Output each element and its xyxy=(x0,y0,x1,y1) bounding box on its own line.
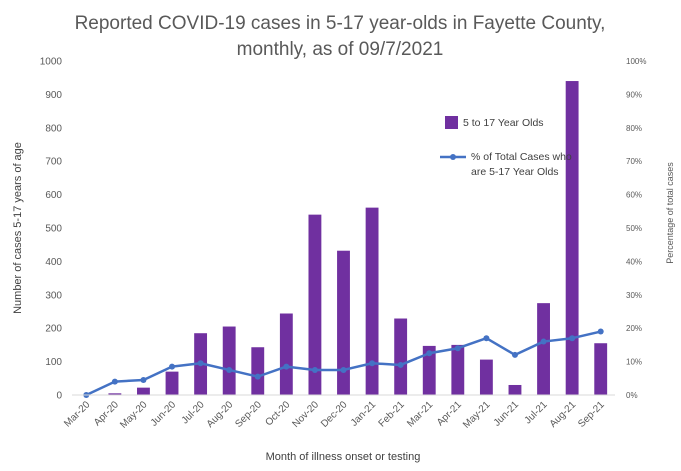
bar-Aug-20 xyxy=(222,326,236,395)
bar-Jan-21 xyxy=(365,207,379,395)
y-tick-label: 900 xyxy=(45,90,62,101)
line-point-Mar-21 xyxy=(426,350,433,357)
line-point-Sep-20 xyxy=(254,373,261,380)
bar-Nov-20 xyxy=(308,214,322,395)
y2-tick-label: 50% xyxy=(626,224,642,233)
bar-Feb-21 xyxy=(394,318,408,395)
y2-tick-label: 80% xyxy=(626,124,642,133)
legend-swatch-bars xyxy=(445,116,458,129)
y2-tick-label: 100% xyxy=(626,57,646,66)
line-point-May-20 xyxy=(140,376,147,383)
y2-axis-label: Percentage of total cases xyxy=(665,162,675,264)
line-point-Dec-20 xyxy=(340,366,347,373)
x-tick-label: Apr-20 xyxy=(92,399,121,428)
y-tick-label: 400 xyxy=(45,257,62,268)
bar-Sep-21 xyxy=(594,343,608,395)
x-tick-label: May-20 xyxy=(118,399,150,431)
y-tick-label: 200 xyxy=(45,324,62,335)
y2-tick-label: 60% xyxy=(626,191,642,200)
line-point-Sep-21 xyxy=(597,328,604,335)
x-tick-label: May-21 xyxy=(461,399,493,431)
chart-title-line-1: Reported COVID-19 cases in 5-17 year-old… xyxy=(75,13,606,34)
y2-tick-label: 0% xyxy=(626,391,638,400)
y-tick-label: 700 xyxy=(45,157,62,168)
x-tick-label: Mar-20 xyxy=(62,399,92,429)
line-point-Feb-21 xyxy=(397,361,404,368)
line-point-Jul-21 xyxy=(540,338,547,345)
line-point-Jul-20 xyxy=(197,360,204,367)
x-tick-label: Oct-20 xyxy=(263,399,292,428)
x-tick-label: Mar-21 xyxy=(405,399,435,429)
bar-Jul-21 xyxy=(537,303,550,395)
y-tick-label: 300 xyxy=(45,290,62,301)
bar-Jun-20 xyxy=(165,371,179,395)
bar-Dec-20 xyxy=(337,250,350,395)
x-tick-label: Jul-20 xyxy=(180,399,207,426)
bar-Oct-20 xyxy=(279,313,293,395)
bar-Mar-21 xyxy=(422,345,436,395)
bar-May-21 xyxy=(479,359,493,395)
y2-tick-label: 30% xyxy=(626,291,642,300)
x-tick-label: Sep-21 xyxy=(576,399,607,430)
line-point-Aug-20 xyxy=(226,366,233,373)
line-point-Apr-21 xyxy=(454,345,461,352)
y2-tick-label: 20% xyxy=(626,324,642,333)
y-tick-label: 800 xyxy=(45,123,62,134)
line-point-Oct-20 xyxy=(283,363,290,370)
line-point-Jun-21 xyxy=(511,351,518,358)
x-tick-label: Jun-20 xyxy=(149,399,179,429)
legend-label-line-1: % of Total Cases who xyxy=(471,151,572,163)
bar-Sep-20 xyxy=(251,347,265,395)
x-axis-label: Month of illness onset or testing xyxy=(266,451,421,463)
x-tick-label: Dec-20 xyxy=(319,399,350,430)
y2-axis-ticks: 0% 10% 20% 30% 40% 50% 60% 70% 80% 90% 100% xyxy=(626,57,646,400)
x-tick-label: Feb-21 xyxy=(377,399,407,429)
bar-Jun-21 xyxy=(508,384,522,395)
y-tick-label: 600 xyxy=(45,190,62,201)
x-tick-label: Aug-20 xyxy=(205,399,236,430)
x-tick-label: Jun-21 xyxy=(492,399,522,429)
line-point-Apr-20 xyxy=(111,378,118,385)
y-tick-label: 500 xyxy=(45,224,62,235)
x-tick-label: Nov-20 xyxy=(290,399,321,430)
line-series xyxy=(83,328,604,398)
y2-tick-label: 10% xyxy=(626,358,642,367)
bar-series xyxy=(108,81,608,395)
line-point-May-21 xyxy=(483,335,490,342)
y2-tick-label: 90% xyxy=(626,90,642,99)
bar-Apr-21 xyxy=(451,344,465,395)
y2-tick-label: 70% xyxy=(626,157,642,166)
line-point-Aug-21 xyxy=(569,335,576,342)
bar-Apr-20 xyxy=(108,393,122,395)
line-point-Jan-21 xyxy=(369,360,376,367)
x-tick-label: Jan-21 xyxy=(349,399,379,429)
bar-Aug-21 xyxy=(565,81,579,395)
x-tick-label: Aug-21 xyxy=(548,399,579,430)
y-axis-label: Number of cases 5-17 years of age xyxy=(12,142,24,314)
legend-label-line-2: are 5-17 Year Olds xyxy=(471,166,559,178)
x-tick-label: Apr-21 xyxy=(435,399,464,428)
x-tick-label: Jul-21 xyxy=(523,399,550,426)
legend-label-bars: 5 to 17 Year Olds xyxy=(463,117,544,129)
y-tick-label: 1000 xyxy=(40,57,63,68)
y2-tick-label: 40% xyxy=(626,257,642,266)
legend-swatch-marker xyxy=(450,154,456,160)
line-point-Jun-20 xyxy=(169,363,176,370)
chart-title-line-2: monthly, as of 09/7/2021 xyxy=(237,39,444,60)
y-tick-label: 0 xyxy=(56,391,62,402)
x-tick-label: Sep-20 xyxy=(233,399,264,430)
bar-May-20 xyxy=(137,387,150,395)
y-tick-label: 100 xyxy=(45,357,62,368)
legend: 5 to 17 Year Olds % of Total Cases who a… xyxy=(440,116,572,178)
line-point-Nov-20 xyxy=(311,366,318,373)
y-axis-ticks: 0 100 200 300 400 500 600 700 800 900 1000 xyxy=(40,57,63,402)
